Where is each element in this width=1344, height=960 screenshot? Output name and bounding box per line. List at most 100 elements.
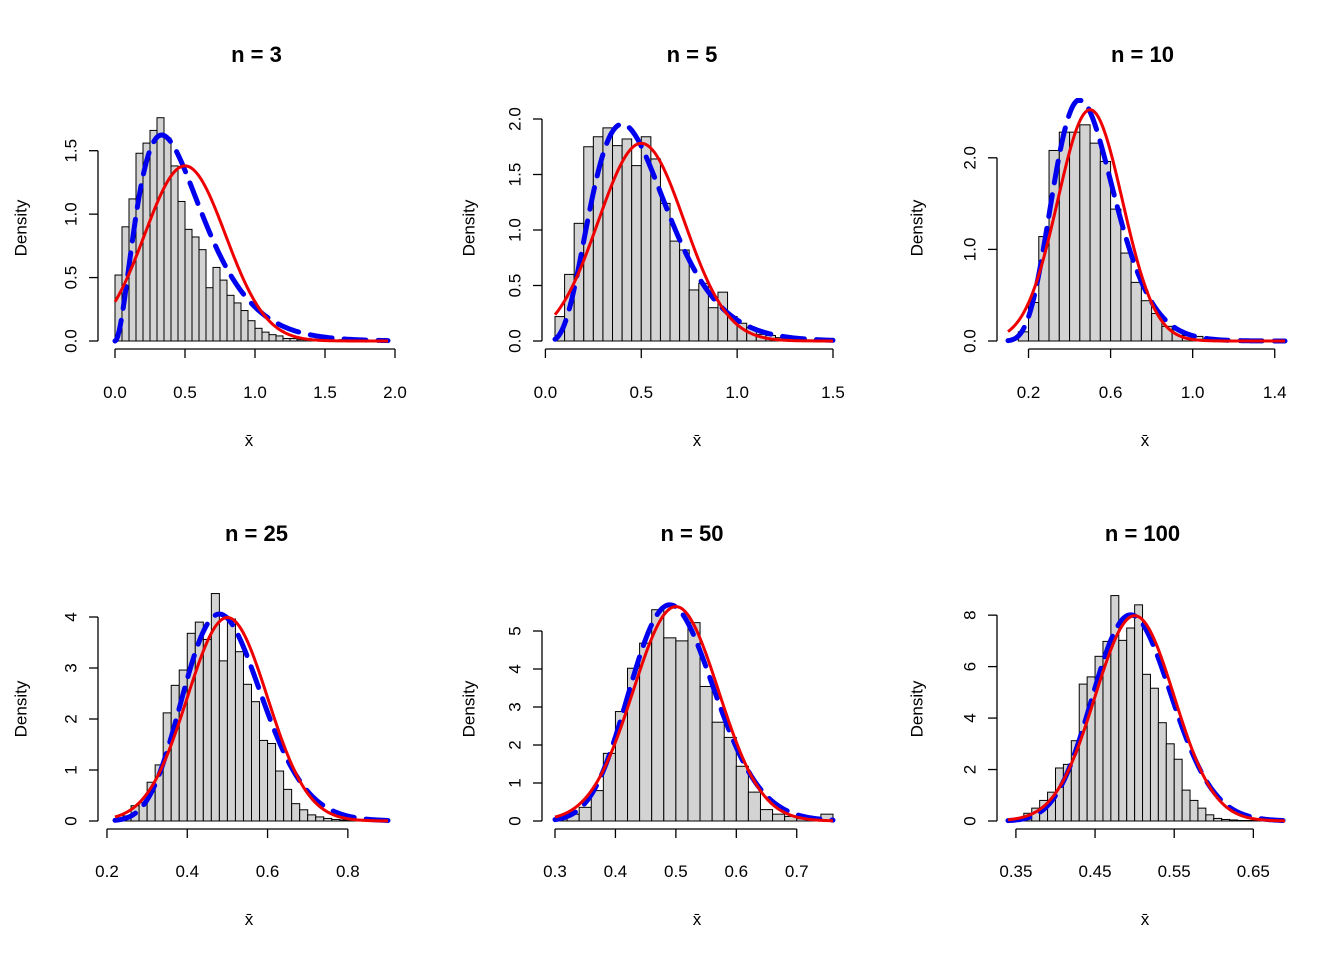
histogram-bar xyxy=(289,337,298,342)
normal-curve xyxy=(1007,614,1286,823)
panel-title: n = 3 xyxy=(231,42,282,67)
histogram-bar xyxy=(699,685,713,822)
y-tick-label: 1.0 xyxy=(960,238,979,262)
x-tick-label: 0.0 xyxy=(103,383,127,402)
panel-title: n = 50 xyxy=(661,521,724,546)
histogram-bar xyxy=(1149,687,1159,822)
histogram-bar xyxy=(1134,604,1144,822)
histogram-bar xyxy=(163,137,172,342)
histogram-bar xyxy=(259,739,269,822)
histogram-bar xyxy=(1142,673,1151,822)
y-tick-label: 6 xyxy=(960,662,979,671)
panel-title: n = 100 xyxy=(1105,521,1180,546)
y-tick-label: 8 xyxy=(960,610,979,619)
x-tick-label: 1.5 xyxy=(821,383,845,402)
histogram-bar xyxy=(1213,817,1223,822)
histogram-bar xyxy=(1140,300,1153,342)
density-curve xyxy=(1005,612,1288,824)
histogram-bar xyxy=(254,327,263,342)
x-tick-label: 0.8 xyxy=(336,862,360,881)
y-tick-label: 2 xyxy=(505,740,524,749)
x-tick-label: 0.5 xyxy=(629,383,653,402)
histogram-bar xyxy=(631,165,642,342)
x-tick-label: 0.2 xyxy=(95,862,119,881)
x-tick-label: 1.5 xyxy=(313,383,337,402)
x-tick-label: 2.0 xyxy=(383,383,407,402)
histogram-bar xyxy=(707,307,719,342)
histogram-bar xyxy=(233,302,242,342)
histogram-bar xyxy=(218,660,228,822)
histogram-bar xyxy=(1244,819,1254,822)
histogram-bar xyxy=(1181,789,1191,822)
y-tick-label: 0 xyxy=(505,816,524,825)
histogram-bar xyxy=(717,291,729,342)
histogram-bar xyxy=(1229,819,1239,822)
y-tick-label: 3 xyxy=(505,702,524,711)
histogram-bar xyxy=(247,320,256,342)
normal-curve xyxy=(1007,108,1285,343)
histogram-bar xyxy=(679,249,690,342)
y-tick-label: 2.0 xyxy=(505,107,524,131)
histogram-bar xyxy=(331,818,341,822)
histogram-bar xyxy=(1110,595,1120,822)
x-tick-label: 0.7 xyxy=(785,862,809,881)
y-tick-label: 2 xyxy=(61,714,80,723)
panel-2: n = 5 0.0 0.5 1.0 1.5 0.0 0.5 1.0 1.5 2.0 Density x… xyxy=(459,42,844,450)
histogram-bar xyxy=(282,337,291,342)
x-axis-label: x̄ xyxy=(1141,431,1150,450)
y-tick-label: 0 xyxy=(61,816,80,825)
histogram-bar xyxy=(675,640,689,822)
y-tick-label: 3 xyxy=(61,663,80,672)
x-tick-label: 0.6 xyxy=(256,862,280,881)
x-tick-label: 0.6 xyxy=(1099,383,1123,402)
histogram-bar xyxy=(251,701,261,822)
y-axis-label: Density xyxy=(11,199,30,256)
y-tick-label: 2 xyxy=(960,765,979,774)
y-tick-label: 1.5 xyxy=(61,139,80,163)
panel-5: n = 50 0.3 0.4 0.5 0.6 0.7 0 1 2 3 4 5 Density x̄ xyxy=(459,521,836,929)
x-tick-label: 0.4 xyxy=(175,862,199,881)
x-tick-label: 0.55 xyxy=(1158,862,1191,881)
histogram-bar xyxy=(275,335,284,342)
histogram-bar xyxy=(156,117,165,342)
histogram-bar xyxy=(1157,722,1167,822)
histogram-bar xyxy=(240,310,249,342)
y-tick-label: 1 xyxy=(505,778,524,787)
x-tick-label: 1.4 xyxy=(1263,383,1287,402)
density-curve xyxy=(552,121,836,343)
y-tick-label: 5 xyxy=(505,626,524,635)
histogram-bar xyxy=(202,638,212,822)
histogram-bar xyxy=(267,742,277,822)
y-tick-label: 0 xyxy=(960,816,979,825)
x-tick-label: 0.45 xyxy=(1079,862,1112,881)
histogram-bar xyxy=(747,791,761,822)
normal-curve xyxy=(114,616,389,823)
histogram-bar xyxy=(1069,131,1081,342)
histogram-bar xyxy=(299,809,309,822)
y-axis-label: Density xyxy=(907,680,926,737)
histogram-bar xyxy=(1173,758,1183,822)
y-axis-label: Density xyxy=(11,680,30,737)
histogram-bar xyxy=(602,127,614,342)
x-tick-label: 0.3 xyxy=(543,862,567,881)
histogram-bar xyxy=(1130,281,1142,342)
panel-4: n = 25 0.2 0.4 0.6 0.8 0 1 2 3 4 Density x̄ xyxy=(11,521,391,929)
panel-1: n = 3 0.0 0.5 1.0 1.5 2.0 0.0 0.5 1.0 1.5 Density x… xyxy=(11,42,406,450)
x-axis-label: x̄ xyxy=(1141,910,1150,929)
panel-title: n = 10 xyxy=(1111,42,1174,67)
histogram-bar xyxy=(1110,208,1122,342)
histogram-bar xyxy=(268,334,277,342)
histogram-bar xyxy=(261,331,270,342)
histogram-bar xyxy=(735,765,749,822)
histogram-bar xyxy=(621,138,633,342)
histogram-bar xyxy=(323,817,333,822)
panel-6: n = 100 0.35 0.45 0.55 0.65 0 2 4 6 8 Density x̄ xyxy=(907,521,1288,929)
y-tick-label: 0.0 xyxy=(61,329,80,353)
y-axis-label: Density xyxy=(459,199,478,256)
histogram-bar xyxy=(191,236,200,342)
y-tick-label: 1.0 xyxy=(505,218,524,242)
x-tick-label: 0.4 xyxy=(604,862,628,881)
histogram-bar xyxy=(307,814,317,822)
histogram-bar xyxy=(1126,627,1136,822)
y-tick-label: 1.5 xyxy=(505,163,524,187)
